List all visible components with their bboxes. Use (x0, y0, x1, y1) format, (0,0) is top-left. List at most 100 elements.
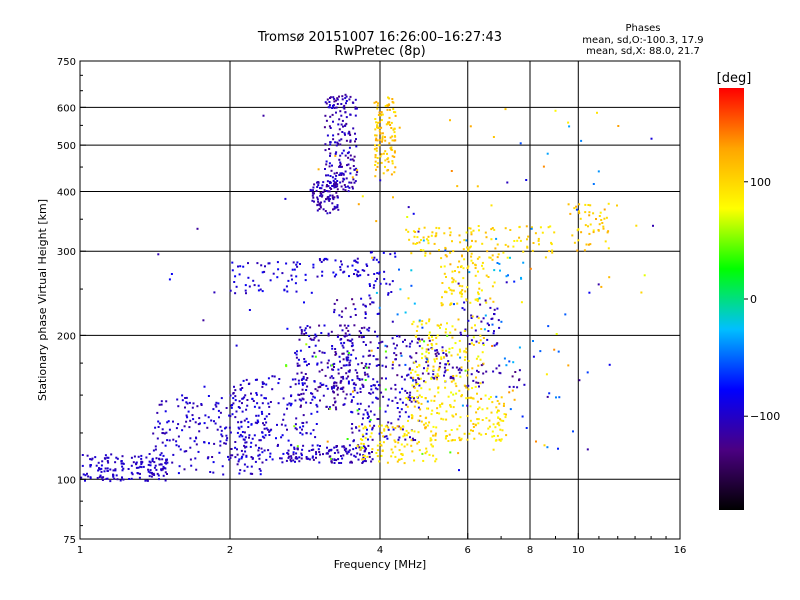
data-point (316, 198, 319, 201)
data-point (394, 134, 396, 137)
data-point (310, 449, 313, 451)
data-point (471, 262, 474, 265)
data-point (382, 251, 385, 254)
data-point (437, 369, 440, 372)
data-point (592, 229, 595, 232)
data-point (354, 180, 357, 183)
data-point (249, 445, 252, 448)
data-point (492, 300, 495, 303)
data-point (341, 95, 344, 98)
data-point (396, 344, 398, 347)
data-point (348, 339, 351, 342)
data-point (291, 268, 294, 271)
data-point (301, 448, 304, 451)
data-point (277, 382, 280, 385)
data-point (332, 198, 335, 201)
data-point (158, 422, 161, 425)
data-point (369, 410, 372, 413)
data-point (181, 399, 184, 402)
data-point (539, 350, 542, 353)
data-point (466, 438, 469, 441)
data-point (331, 113, 334, 116)
data-point (305, 401, 308, 404)
data-point (350, 400, 353, 403)
data-point (451, 325, 454, 328)
data-point (351, 185, 354, 188)
data-point (311, 392, 314, 395)
data-point (446, 322, 448, 325)
data-point (584, 211, 587, 214)
data-point (308, 335, 311, 337)
data-point (267, 402, 270, 405)
data-point (365, 263, 368, 266)
data-point (546, 446, 549, 449)
data-point (456, 266, 459, 269)
data-point (502, 419, 505, 422)
data-point (508, 385, 511, 388)
data-point (309, 402, 312, 404)
data-point (458, 271, 461, 274)
data-point (317, 448, 320, 451)
data-point (157, 426, 160, 428)
data-point (586, 371, 589, 374)
data-point (243, 396, 246, 399)
data-point (589, 223, 592, 226)
data-point (347, 324, 350, 327)
data-point (363, 454, 366, 457)
data-point (339, 172, 342, 175)
data-point (451, 439, 454, 442)
data-point (546, 395, 549, 398)
data-point (238, 458, 241, 461)
data-point (523, 383, 526, 386)
data-point (287, 453, 290, 456)
data-point (374, 164, 377, 166)
data-point (225, 439, 228, 442)
data-point (331, 107, 334, 109)
data-point (378, 138, 381, 141)
data-point (340, 338, 343, 340)
data-point (485, 301, 488, 304)
data-point (508, 360, 511, 363)
data-point (496, 411, 499, 414)
data-point (407, 206, 410, 209)
data-point (340, 462, 343, 464)
data-point (100, 464, 103, 467)
data-point (230, 448, 233, 450)
data-point (452, 375, 455, 377)
data-point (549, 225, 552, 228)
data-point (295, 417, 298, 420)
data-point (320, 201, 322, 204)
data-point (135, 461, 138, 464)
data-point (315, 403, 318, 406)
data-point (195, 468, 198, 471)
data-point (419, 377, 422, 380)
data-point (342, 149, 345, 152)
data-point (469, 301, 472, 304)
data-point (343, 335, 346, 337)
data-point (445, 353, 448, 356)
data-point (298, 398, 301, 401)
data-point (600, 285, 603, 288)
data-point (643, 274, 646, 277)
data-point (361, 378, 364, 381)
data-point (393, 439, 396, 442)
data-point (234, 292, 237, 295)
data-point (329, 115, 332, 118)
data-point (354, 308, 357, 311)
data-point (354, 140, 356, 143)
data-point (114, 461, 117, 464)
data-point (478, 297, 481, 300)
data-point (385, 435, 388, 438)
data-point (381, 449, 384, 452)
data-point (285, 262, 288, 265)
data-point (333, 362, 336, 365)
data-point (323, 351, 326, 354)
data-point (160, 468, 163, 471)
data-point (257, 289, 260, 292)
data-point (434, 349, 437, 352)
data-point (435, 226, 438, 229)
data-point (498, 326, 501, 329)
data-point (348, 130, 351, 133)
data-point (263, 424, 266, 426)
data-point (333, 366, 335, 368)
